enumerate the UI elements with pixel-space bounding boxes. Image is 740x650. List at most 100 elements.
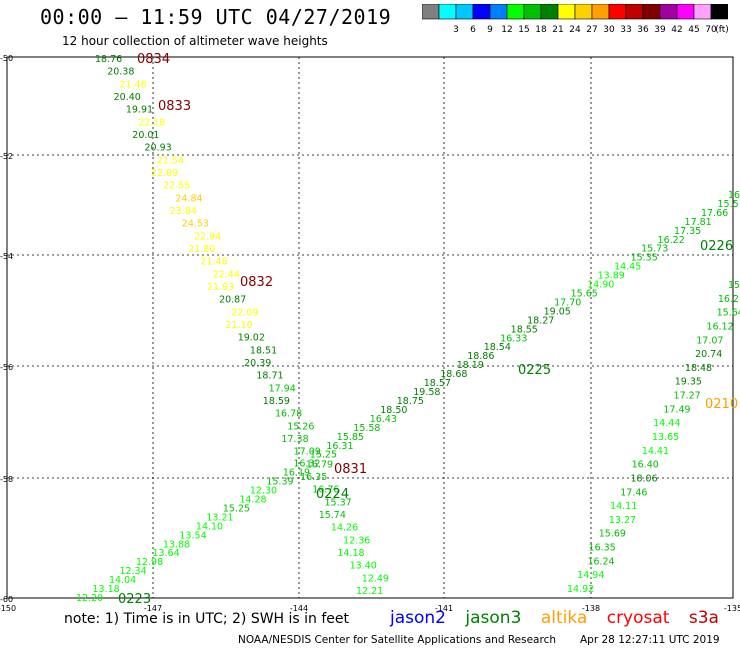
wave-height-value: 14.18: [337, 548, 364, 559]
wave-height-value: 19.35: [675, 377, 702, 388]
legend-swatch: [455, 4, 474, 20]
wave-height-value: 16.35: [300, 472, 327, 483]
wave-height-value: 16.33: [500, 333, 527, 344]
legend-swatch: [710, 4, 728, 20]
wave-height-value: 21.10: [226, 320, 253, 331]
wave-height-value: 15.74: [319, 510, 346, 521]
satellite-jason2: jason2: [390, 608, 446, 628]
wave-height-value: 12.49: [362, 573, 389, 584]
legend-swatch: [438, 4, 457, 20]
wave-height-value: 18.59: [263, 396, 290, 407]
legend-tick-label: 36: [637, 25, 649, 35]
wave-height-value: 15.58: [353, 423, 380, 434]
wave-height-value: 15.85: [337, 432, 364, 443]
wave-height-value: 14.41: [642, 446, 669, 457]
legend-swatch: [625, 4, 644, 20]
wave-height-value: 18.68: [440, 369, 467, 380]
pass-time-label: 0224: [316, 487, 349, 502]
legend-unit: (ft): [715, 25, 728, 35]
wave-height-value: 13.40: [350, 561, 377, 572]
legend-swatch: [676, 4, 695, 20]
legend-tick-label: 6: [470, 25, 476, 35]
wave-height-value: 13.54: [179, 530, 206, 541]
wave-height-value: 21.80: [188, 244, 215, 255]
legend-tick-label: 15: [518, 25, 529, 35]
wave-height-value: 16.43: [370, 414, 397, 425]
wave-height-value: 17.66: [701, 208, 728, 219]
legend-swatch: [591, 4, 610, 20]
wave-height-value: 17.09: [294, 447, 321, 458]
wave-height-value: 22.18: [138, 117, 165, 128]
satellite-s3a: s3a: [688, 608, 719, 628]
wave-height-value: 15.25: [223, 503, 250, 514]
legend-swatch: [608, 4, 627, 20]
legend-tick-label: 39: [654, 25, 666, 35]
wave-height-value: 14.44: [653, 418, 680, 429]
wave-height-value: 15.73: [641, 244, 668, 255]
wave-height-value: 12.30: [250, 486, 277, 497]
legend-tick-label: 33: [620, 25, 631, 35]
wave-height-value: 12.98: [136, 557, 163, 568]
wave-height-value: 17.38: [281, 434, 308, 445]
wave-height-value: 14.45: [614, 262, 641, 273]
wave-height-value: 24.53: [182, 219, 209, 230]
legend-tick-label: 9: [487, 25, 493, 35]
wave-height-value: 18.06: [630, 473, 657, 484]
wave-height-value: 17.35: [674, 226, 701, 237]
legend-swatch: [574, 4, 593, 20]
wave-height-value: 12.36: [343, 535, 370, 546]
wave-height-value: 20.01: [132, 130, 159, 141]
wave-height-value: 20.74: [695, 349, 722, 360]
wave-height-value: 18.27: [527, 315, 554, 326]
legend-swatch: [693, 4, 712, 20]
satellite-cryosat: cryosat: [606, 608, 670, 628]
wave-height-value: 14.11: [610, 501, 637, 512]
wave-height-value: 20.93: [145, 143, 172, 154]
wave-height-value: 15.25: [310, 450, 337, 461]
legend-swatch: [557, 4, 576, 20]
legend-swatch: [659, 4, 678, 20]
wave-height-value: 13.88: [163, 539, 190, 550]
wave-height-value: 18.54: [484, 342, 511, 353]
wave-height-value: 15.69: [599, 529, 626, 540]
footer-agency: NOAA/NESDIS Center for Satellite Applica…: [238, 634, 556, 646]
latitude-label: -58: [0, 475, 13, 484]
legend-swatch: [472, 4, 491, 20]
legend-tick-label: 3: [453, 25, 459, 35]
wave-height-value: 16.78: [275, 409, 302, 420]
wave-height-value: 22.55: [163, 181, 190, 192]
legend-swatch: [523, 4, 542, 20]
wave-height-value: 15.37: [325, 497, 352, 508]
wave-height-value: 16: [728, 190, 740, 201]
wave-height-value: 12.20: [76, 593, 103, 604]
wave-height-value: 15.65: [571, 289, 598, 300]
wave-height-value: 20.38: [107, 67, 134, 78]
legend-tick-label: 24: [569, 25, 581, 35]
wave-height-value: 12.34: [119, 566, 146, 577]
wave-height-value: 18.19: [457, 360, 484, 371]
wave-height-value: 16.40: [632, 460, 659, 471]
wave-height-value: 20.87: [219, 295, 246, 306]
wave-height-value: 16.19: [283, 468, 310, 479]
wave-height-value: 20.39: [244, 358, 271, 369]
legend-swatch: [642, 4, 661, 20]
wave-height-value: 19.02: [238, 333, 265, 344]
wave-height-value: 23.84: [170, 206, 197, 217]
page-title: 00:00 – 11:59 UTC 04/27/2019: [40, 5, 392, 29]
wave-height-value: 19.05: [544, 306, 571, 317]
wave-height-value: 15.35: [631, 253, 658, 264]
wave-height-value: 14.92: [567, 584, 594, 595]
legend-swatch: [540, 4, 559, 20]
wave-height-value: 16.32: [293, 459, 320, 470]
wave-height-value: 18.48: [685, 363, 712, 374]
wave-height-value: 24.84: [175, 193, 202, 204]
wave-height-value: 14.94: [577, 570, 604, 581]
wave-height-value: 18.57: [424, 378, 451, 389]
longitude-label: -150: [0, 604, 16, 613]
wave-height-value: 15: [728, 280, 740, 291]
wave-height-value: 18.50: [380, 405, 407, 416]
legend-tick-label: 27: [586, 25, 597, 35]
legend-tick-label: 42: [671, 25, 682, 35]
wave-height-value: 12.21: [356, 586, 383, 597]
